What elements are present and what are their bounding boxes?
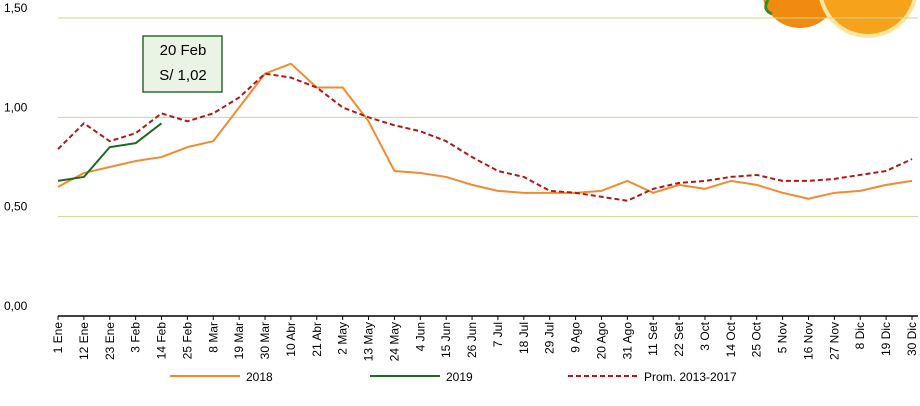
x-tick-label: 22 Set — [672, 321, 686, 356]
x-tick-label: 29 Jul — [543, 322, 557, 354]
legend-label: 2019 — [446, 370, 473, 384]
series-line — [58, 123, 162, 181]
x-tick-label: 14 Oct — [724, 321, 738, 357]
x-tick-label: 19 Dic — [879, 322, 893, 356]
x-tick-label: 7 Jul — [491, 322, 505, 347]
legend-label: Prom. 2013-2017 — [644, 370, 737, 384]
x-tick-label: 18 Jul — [517, 322, 531, 354]
x-tick-label: 8 Dic — [853, 322, 867, 349]
x-tick-label: 8 Mar — [206, 322, 220, 353]
x-tick-label: 3 Feb — [129, 322, 143, 353]
x-tick-label: 20 Ago — [594, 322, 608, 360]
annotation: 20 Feb — [160, 42, 207, 59]
legend-label: 2018 — [246, 370, 273, 384]
x-tick-label: 9 Ago — [569, 322, 583, 353]
x-tick-label: 13 May — [362, 322, 376, 361]
x-tick-label: 11 Set — [646, 321, 660, 355]
page: 20 Feb S/ 1,02 0,00 0,50 1,00 1,50 1 Ene 12 E… — [0, 0, 920, 406]
y-tick-label: 0,00 — [4, 299, 28, 313]
x-tick-label: 31 Ago — [620, 322, 634, 360]
x-tick-label: 16 Nov — [801, 322, 815, 360]
x-tick-label: 14 Feb — [155, 322, 169, 360]
y-tick-label: 1,50 — [4, 1, 28, 15]
x-tick-label: 25 Oct — [750, 321, 764, 357]
y-tick-label: 0,50 — [4, 200, 28, 214]
x-tick-label: 1 Ene — [51, 322, 65, 354]
x-tick-label: 4 Jun — [413, 322, 427, 351]
x-tick-label: 30 Mar — [258, 322, 272, 359]
y-tick-label: 1,00 — [4, 100, 28, 114]
x-tick-label: 10 Abr — [284, 322, 298, 357]
x-tick-label: 2 May — [336, 322, 350, 355]
x-tick-label: 21 Abr — [310, 322, 324, 357]
x-tick-label: 19 Mar — [232, 322, 246, 359]
x-tick-label: 27 Nov — [827, 322, 841, 360]
x-tick-label: 23 Ene — [103, 322, 117, 360]
chart: 20 Feb S/ 1,02 0,00 0,50 1,00 1,50 1 Ene 12 E… — [0, 0, 920, 406]
x-tick-label: 12 Ene — [77, 322, 91, 360]
x-tick-label: 15 Jun — [439, 322, 453, 358]
x-tick-label: 26 Jun — [465, 322, 479, 358]
x-tick-label: 3 Oct — [698, 321, 712, 350]
annotation: S/ 1,02 — [159, 67, 207, 84]
x-tick-label: 25 Feb — [180, 322, 194, 360]
x-tick-label: 24 May — [387, 322, 401, 361]
x-tick-label: 5 Nov — [776, 322, 790, 353]
x-tick-label: 30 Dic — [905, 322, 919, 356]
